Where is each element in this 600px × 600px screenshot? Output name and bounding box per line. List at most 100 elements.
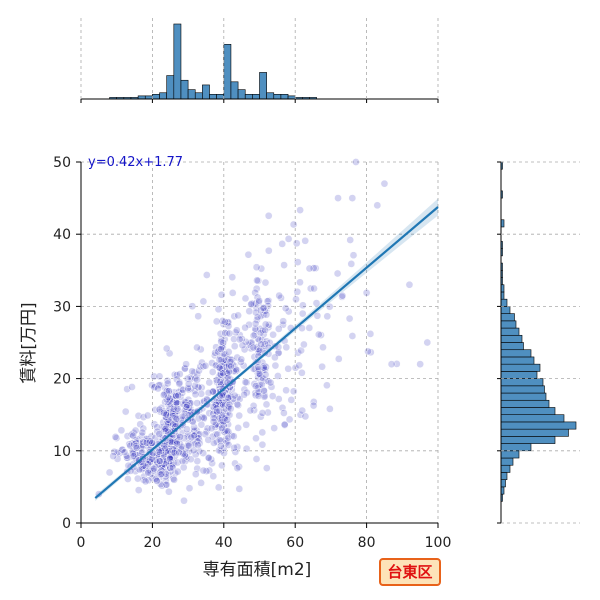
scatter-point: [289, 220, 298, 229]
scatter-point: [219, 338, 228, 347]
scatter-point: [251, 382, 260, 390]
scatter-point: [296, 278, 304, 287]
scatter-point: [175, 379, 184, 388]
scatter-point: [205, 466, 214, 475]
scatter-point: [155, 457, 164, 465]
scatter-point: [295, 361, 303, 370]
right-hist-bar: [500, 479, 506, 488]
scatter-point: [298, 368, 306, 377]
scatter-point: [347, 260, 356, 268]
scatter-point: [197, 420, 206, 429]
right-hist-bar: [500, 450, 520, 459]
scatter-plot-area: 0 20 40 60 80 100 0 10 20 30 40 50: [53, 18, 580, 551]
scatter-point: [387, 360, 396, 369]
scatter-point: [228, 273, 237, 282]
scatter-point: [416, 360, 424, 369]
x-tick-label: 60: [286, 535, 304, 551]
scatter-point: [202, 271, 211, 279]
scatter-point: [199, 466, 208, 475]
scatter-point: [153, 477, 161, 485]
scatter-point: [233, 464, 242, 472]
scatter-point: [177, 444, 185, 453]
scatter-point: [173, 437, 181, 446]
scatter-point: [208, 359, 216, 367]
scatter-point: [217, 442, 225, 450]
right-hist-bar: [500, 399, 550, 408]
scatter-point: [261, 320, 270, 329]
scatter-point: [151, 406, 160, 414]
scatter-point: [150, 420, 159, 429]
scatter-point: [162, 480, 171, 489]
scatter-point: [195, 366, 203, 375]
scatter-point: [246, 406, 255, 415]
scatter-point: [188, 302, 197, 311]
scatter-point: [169, 474, 178, 483]
scatter-point: [247, 300, 255, 309]
scatter-point: [333, 269, 342, 278]
scatter-point: [255, 369, 264, 378]
scatter-point: [164, 415, 173, 424]
scatter-point: [242, 388, 251, 397]
scatter-point: [214, 347, 222, 356]
scatter-point: [292, 239, 301, 248]
scatter-point: [168, 463, 177, 472]
scatter-point: [366, 330, 375, 338]
scatter-point: [180, 364, 189, 373]
scatter-point: [349, 251, 358, 260]
scatter-point: [141, 477, 150, 486]
scatter-point: [310, 284, 318, 293]
scatter-point: [162, 395, 171, 404]
scatter-point: [113, 455, 122, 463]
scatter-point: [227, 362, 235, 371]
scatter-point: [233, 443, 242, 451]
scatter-point: [151, 474, 160, 483]
scatter-point: [176, 433, 185, 441]
scatter-point: [159, 391, 168, 399]
scatter-point: [256, 412, 265, 421]
scatter-point: [259, 304, 268, 312]
scatter-point: [191, 390, 200, 399]
scatter-point: [266, 378, 275, 387]
scatter-point: [284, 364, 293, 373]
scatter-point: [156, 470, 165, 479]
right-hist-bar: [500, 457, 514, 466]
right-hist-bar: [500, 392, 547, 401]
scatter-point: [280, 261, 288, 269]
scatter-point: [129, 431, 137, 440]
scatter-point: [138, 448, 147, 457]
scatter-point: [313, 311, 322, 320]
scatter-point: [204, 389, 213, 397]
scatter-point: [271, 361, 280, 370]
scatter-point: [264, 211, 273, 220]
right-hist-bar: [500, 428, 569, 437]
scatter-point: [298, 406, 307, 415]
scatter-point: [134, 411, 143, 420]
scatter-point: [218, 317, 227, 325]
scatter-point: [241, 294, 250, 303]
y-tick-label: 0: [62, 516, 71, 532]
scatter-point: [138, 428, 147, 437]
scatter-point: [215, 436, 224, 444]
scatter-point: [253, 276, 261, 285]
scatter-point: [255, 296, 263, 305]
scatter-point: [209, 472, 218, 481]
scatter-point: [201, 361, 210, 370]
scatter-point: [251, 319, 260, 328]
axes: 0 20 40 60 80 100 0 10 20 30 40 50: [53, 155, 451, 551]
scatter-point: [285, 415, 294, 424]
scatter-point: [334, 194, 342, 202]
scatter-point: [193, 375, 201, 384]
scatter-point: [204, 436, 213, 444]
y-tick-label: 20: [53, 372, 71, 388]
scatter-point: [184, 380, 193, 388]
scatter-point: [231, 328, 240, 337]
scatter-point: [230, 342, 239, 351]
scatter-point: [191, 450, 200, 459]
scatter-point: [148, 381, 156, 390]
scatter-point: [252, 434, 260, 443]
right-hist-bar: [500, 443, 532, 452]
top-hist-bar: [252, 94, 260, 100]
scatter-point: [172, 415, 181, 423]
scatter-point: [144, 468, 153, 477]
right-hist-bar: [500, 414, 565, 423]
